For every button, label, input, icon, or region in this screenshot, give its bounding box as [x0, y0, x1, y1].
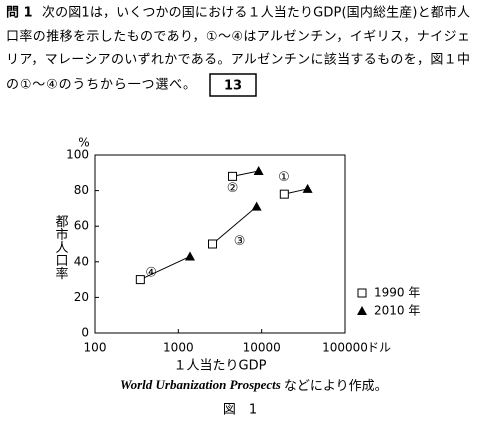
y-tick-label: 0: [81, 326, 89, 340]
marker-triangle: [184, 251, 195, 261]
marker-triangle: [302, 183, 313, 193]
y-tick-label: 40: [74, 254, 89, 268]
x-tick-label: 100000: [322, 341, 368, 355]
y-axis-label: 都市人口率: [53, 215, 69, 280]
marker-square: [135, 275, 145, 285]
plot-frame: [94, 154, 346, 334]
x-tick-label: 10000: [243, 341, 281, 355]
x-unit: ドル: [367, 341, 391, 355]
y-tick-label: 60: [74, 219, 89, 233]
series-label: ③: [234, 234, 246, 249]
x-tick-label: 1000: [163, 341, 194, 355]
source-rest: などにより作成。: [284, 379, 388, 394]
y-tick-label: 80: [74, 183, 89, 197]
question-line: リア，マレーシアのいずれかである。アルゼンチンに該当するものを，図１中: [6, 52, 470, 68]
legend-label: 2010 年: [374, 304, 420, 318]
marker-square: [279, 189, 289, 199]
source-title: World Urbanization Prospects: [120, 377, 281, 392]
y-tick-label: 20: [74, 290, 89, 304]
question-line: 次の図1は，いくつかの国における１人当たりGDP(国内総生産)と都市人: [42, 5, 470, 21]
marker-triangle: [253, 166, 264, 176]
series-label: ①: [278, 170, 290, 185]
x-tick-label: 100: [84, 341, 107, 355]
x-axis-label: １人当たりGDP: [174, 359, 267, 374]
question-label: 問 1: [6, 6, 33, 21]
question-line: 口率の推移を示したものであり，①～④はアルゼンチン，イギリス，ナイジェ: [6, 29, 470, 45]
marker-square: [207, 239, 217, 249]
series-label: ②: [227, 181, 239, 196]
series-line: [140, 256, 191, 281]
answer-box: [209, 73, 257, 97]
y-tick-label: 100: [66, 148, 89, 162]
marker-square: [228, 171, 238, 181]
legend-marker: [357, 288, 367, 298]
legend-marker: [357, 306, 367, 315]
source-note: World Urbanization Prospects などにより作成。: [120, 377, 388, 394]
figure-label: 図 1: [223, 403, 257, 418]
marker-triangle: [251, 201, 262, 211]
y-unit: %: [78, 136, 89, 150]
series-label: ④: [145, 266, 157, 281]
answer-number: 13: [224, 79, 242, 94]
series-line: [212, 206, 257, 245]
question-line: の①～④のうちから一つ選べ。: [6, 78, 196, 93]
legend-label: 1990 年: [374, 286, 420, 300]
